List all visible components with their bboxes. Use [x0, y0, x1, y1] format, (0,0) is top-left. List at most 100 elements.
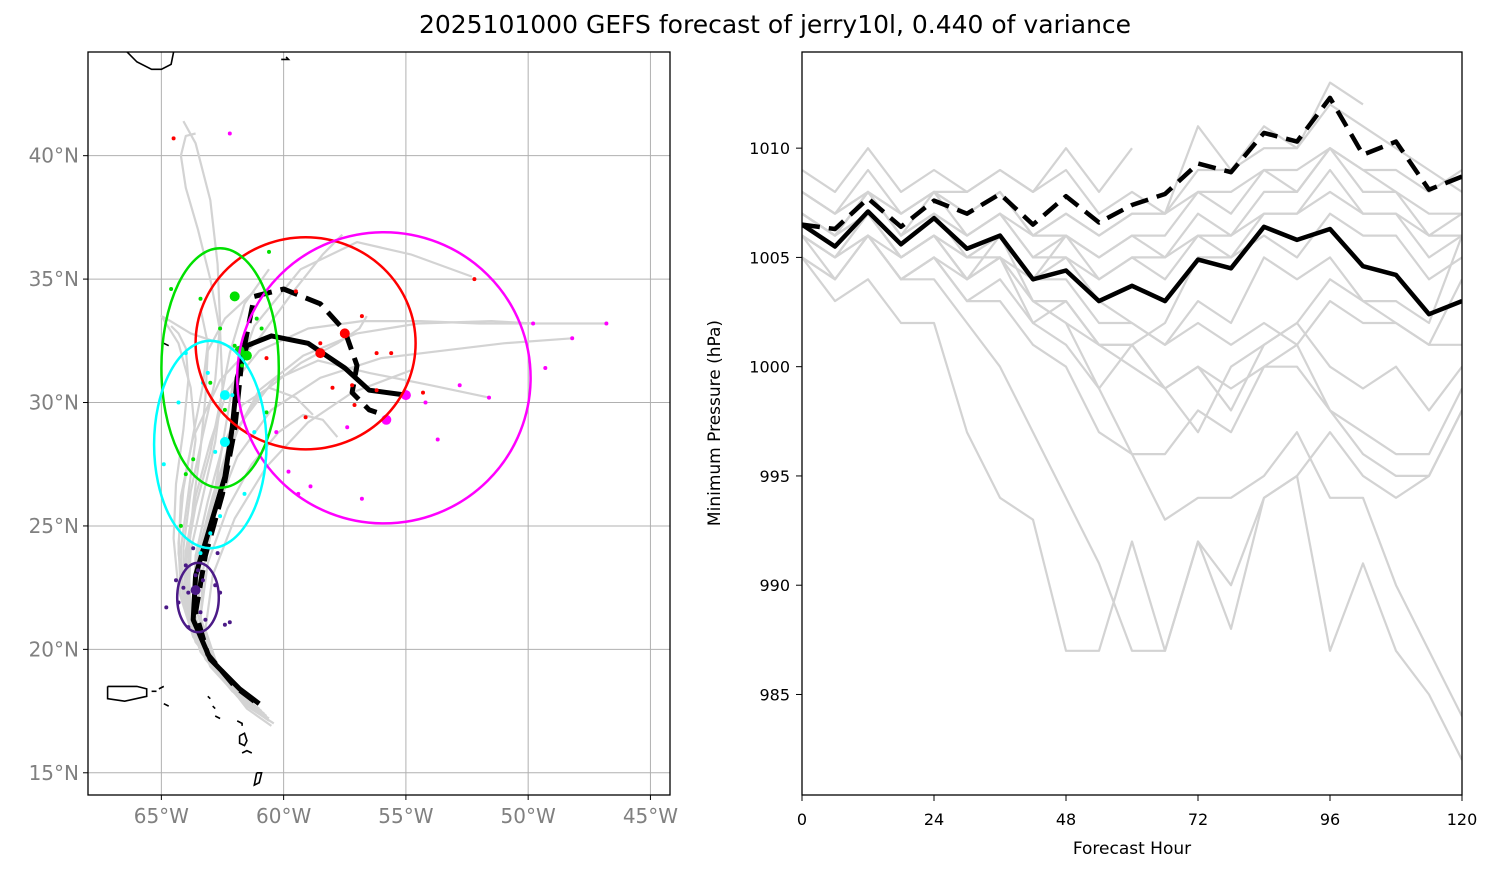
ellipse-cyan	[152, 339, 268, 550]
point-magenta	[345, 425, 350, 430]
point-red	[303, 415, 308, 420]
pressure-y-tick-label: 990	[759, 576, 790, 595]
map-y-tick-label: 20°N	[29, 637, 79, 661]
point-magenta	[457, 383, 462, 388]
point-red	[318, 341, 323, 346]
pressure-x-tick-label: 72	[1188, 810, 1208, 829]
pressure-y-tick-label: 1005	[749, 248, 790, 267]
point-green	[259, 326, 264, 331]
point-purple	[191, 546, 196, 551]
coastline	[253, 771, 263, 787]
coastline	[158, 685, 165, 690]
pressure-mean-lines	[802, 95, 1462, 317]
map-x-tick-label: 45°W	[623, 804, 678, 828]
map-x-tick-label: 50°W	[501, 804, 556, 828]
coastline	[281, 56, 291, 61]
pressure-member-15	[802, 168, 1462, 346]
point-cyan	[208, 531, 213, 536]
pressure-member-18	[802, 103, 1462, 215]
point-purple	[200, 578, 205, 583]
map-y-tick-label: 15°N	[29, 761, 79, 785]
point-magenta	[531, 321, 536, 326]
point-cyan-large	[219, 390, 230, 401]
coastline	[207, 695, 211, 700]
point-green	[232, 343, 237, 348]
map-x-tick-label: 65°W	[134, 804, 189, 828]
point-red	[389, 351, 394, 356]
point-green	[267, 249, 271, 254]
point-red	[374, 351, 379, 356]
pressure-x-tick-label: 96	[1320, 810, 1340, 829]
pressure-mean-dashed	[802, 95, 1462, 232]
pressure-plot-area	[802, 52, 1462, 795]
point-cyan	[198, 551, 203, 556]
point-purple	[186, 590, 191, 595]
point-purple	[198, 610, 203, 615]
ellipse-purple	[175, 561, 221, 634]
point-purple	[203, 617, 208, 622]
map-y-tick-label: 30°N	[29, 391, 79, 415]
pressure-member-lines	[802, 81, 1462, 761]
point-green	[254, 316, 259, 321]
point-cyan	[230, 393, 235, 398]
point-green-large	[241, 350, 252, 361]
point-green	[222, 407, 227, 412]
point-green	[208, 380, 213, 385]
coastlines	[106, 52, 291, 787]
pressure-x-tick-label: 0	[797, 810, 807, 829]
pressure-y-tick-label: 1010	[749, 139, 790, 158]
point-purple	[222, 622, 227, 627]
point-purple	[183, 563, 188, 568]
point-red	[421, 390, 425, 395]
point-cyan	[242, 491, 247, 496]
coastline	[236, 720, 243, 726]
pressure-x-tick-label: 48	[1056, 810, 1076, 829]
point-red	[472, 277, 477, 282]
point-purple	[196, 568, 200, 573]
point-magenta	[286, 469, 291, 474]
point-magenta	[570, 336, 575, 341]
coastline	[241, 749, 253, 754]
point-purple-large	[190, 585, 201, 596]
point-green	[218, 326, 223, 331]
point-magenta	[359, 496, 364, 501]
point-cyan	[161, 462, 166, 467]
figure-title: 2025101000 GEFS forecast of jerry10l, 0.…	[418, 10, 1132, 39]
point-purple	[215, 551, 220, 556]
point-red-large	[339, 328, 350, 339]
point-magenta	[543, 366, 548, 370]
pressure-y-tick-label: 1000	[749, 358, 790, 377]
pressure-y-tick-label: 985	[759, 685, 790, 704]
pressure-member-3	[802, 234, 1462, 761]
point-red	[293, 289, 298, 294]
point-red	[171, 136, 176, 141]
coastline	[214, 715, 221, 720]
point-cyan	[218, 514, 223, 519]
pressure-x-tick-label: 24	[924, 810, 944, 829]
map-x-tick-label: 60°W	[256, 804, 311, 828]
point-cyan	[176, 400, 181, 405]
point-magenta	[604, 321, 609, 326]
point-purple	[181, 585, 186, 590]
coastline	[106, 685, 148, 703]
pressure-x-tick-label: 120	[1447, 810, 1478, 829]
map-tick-labels: 65°W 60°W 55°W 50°W 45°W 15°N 20°N 25°N 30°N 35°N…	[29, 144, 679, 828]
point-green	[191, 457, 196, 462]
pressure-panel: 0 24 48 72 96 120 985 990 995 1000 1005 1010 Foreca…	[705, 51, 1478, 859]
coastline	[212, 705, 216, 710]
map-frame	[87, 51, 671, 796]
track-mean-dashed	[193, 286, 378, 704]
pressure-member-16	[802, 147, 1462, 259]
point-red	[359, 314, 364, 319]
coastline	[126, 52, 175, 71]
uncertainty-ellipses	[152, 230, 532, 634]
map-y-tick-label: 25°N	[29, 514, 79, 538]
point-cyan	[213, 449, 218, 454]
pressure-member-4	[802, 256, 1462, 652]
point-red-large	[315, 348, 326, 359]
point-magenta	[308, 484, 313, 489]
point-red	[330, 385, 335, 390]
track-mean-solid	[190, 333, 407, 706]
point-purple	[164, 605, 169, 610]
